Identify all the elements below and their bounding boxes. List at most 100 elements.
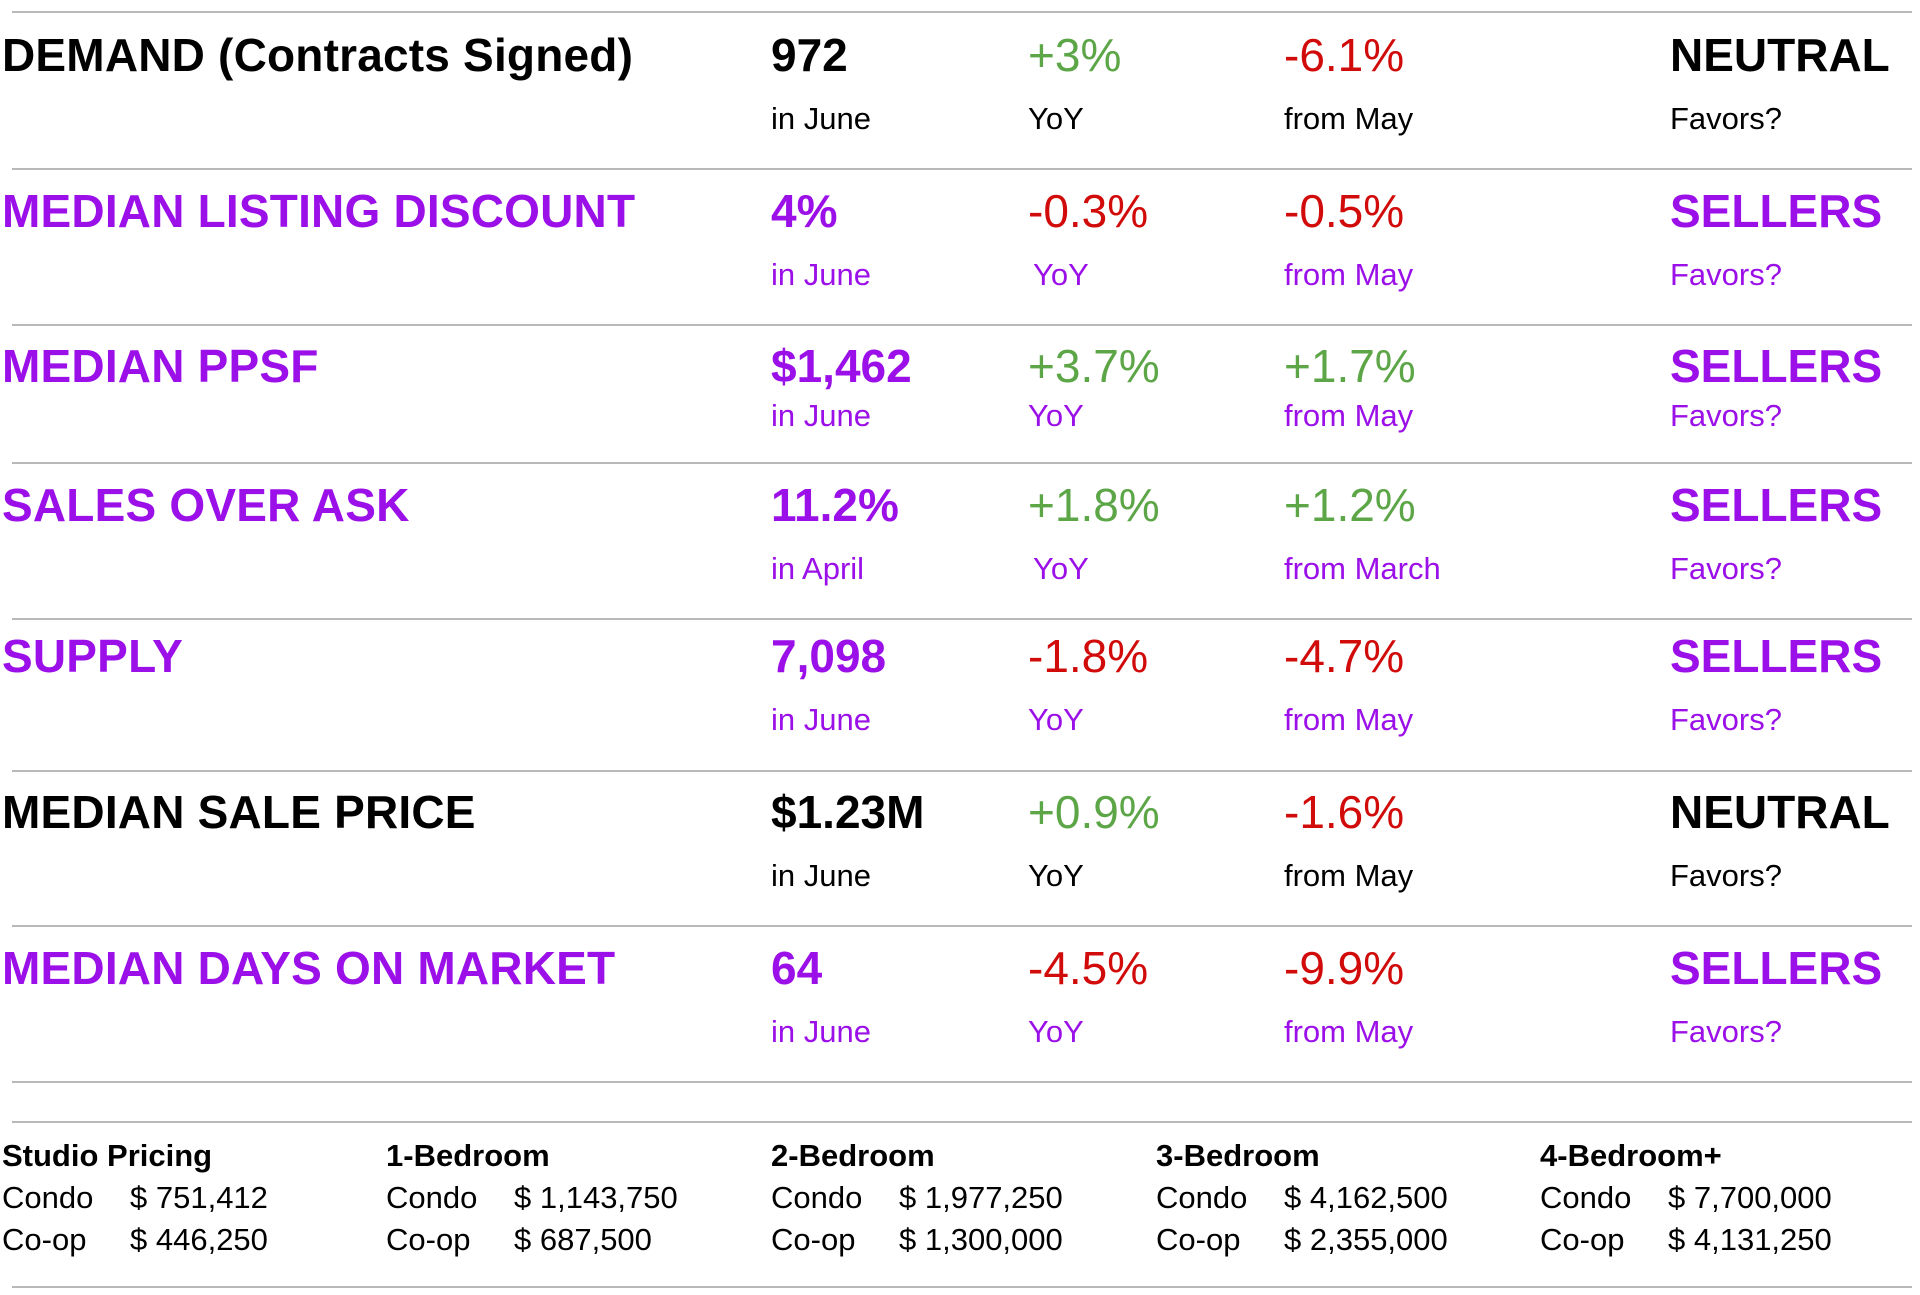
metric-row-listing-discount: MEDIAN LISTING DISCOUNT 4% -0.3% -0.5% S…	[0, 184, 1920, 334]
metric-row-sales-over-ask: SALES OVER ASK 11.2% +1.8% +1.2% SELLERS…	[0, 478, 1920, 628]
metric-yoy-label: YoY	[1028, 398, 1084, 433]
condo-label: Condo	[386, 1180, 478, 1215]
coop-price: $ 687,500	[514, 1222, 652, 1257]
condo-label: Condo	[2, 1180, 94, 1215]
condo-label: Condo	[1540, 1180, 1632, 1215]
metric-mom-change: +1.7%	[1284, 340, 1416, 392]
metric-mom-label: from May	[1284, 257, 1414, 292]
divider	[12, 324, 1912, 326]
metric-favors-label: Favors?	[1670, 551, 1782, 586]
metric-row-ppsf: MEDIAN PPSF $1,462 +3.7% +1.7% SELLERS i…	[0, 339, 1920, 489]
pricing-title: 3-Bedroom	[1156, 1138, 1320, 1173]
condo-price: $ 7,700,000	[1668, 1180, 1832, 1215]
metric-yoy-label: YoY	[1033, 257, 1089, 292]
condo-price: $ 751,412	[130, 1180, 268, 1215]
metric-row-sale-price: MEDIAN SALE PRICE $1.23M +0.9% -1.6% NEU…	[0, 785, 1920, 935]
metric-favors-label: Favors?	[1670, 398, 1782, 433]
metric-yoy-label: YoY	[1033, 551, 1089, 586]
divider	[12, 11, 1912, 13]
metric-favors: SELLERS	[1670, 185, 1883, 237]
pricing-title: 2-Bedroom	[771, 1138, 935, 1173]
metric-label: MEDIAN SALE PRICE	[2, 786, 476, 838]
metric-mom-label: from March	[1284, 551, 1441, 586]
metric-mom-change: -0.5%	[1284, 185, 1405, 237]
coop-price: $ 4,131,250	[1668, 1222, 1832, 1257]
metric-mom-label: from May	[1284, 1014, 1414, 1049]
coop-label: Co-op	[2, 1222, 87, 1257]
metric-favors: SELLERS	[1670, 942, 1883, 994]
divider	[12, 1286, 1912, 1288]
metric-value: 4%	[771, 185, 838, 237]
condo-price: $ 1,143,750	[514, 1180, 678, 1215]
metric-favors: SELLERS	[1670, 340, 1883, 392]
coop-label: Co-op	[771, 1222, 856, 1257]
metric-favors: SELLERS	[1670, 479, 1883, 531]
metric-row-demand: DEMAND (Contracts Signed) 972 +3% -6.1% …	[0, 28, 1920, 178]
metric-mom-label: from May	[1284, 858, 1414, 893]
metric-yoy-label: YoY	[1028, 1014, 1084, 1049]
metric-label: SUPPLY	[2, 630, 184, 682]
metric-period: in June	[771, 398, 871, 433]
metric-yoy-change: +1.8%	[1028, 479, 1160, 531]
metric-period: in June	[771, 702, 871, 737]
metric-favors-label: Favors?	[1670, 858, 1782, 893]
metric-label: MEDIAN PPSF	[2, 340, 319, 392]
metric-mom-label: from May	[1284, 398, 1414, 433]
metric-row-days-on-market: MEDIAN DAYS ON MARKET 64 -4.5% -9.9% SEL…	[0, 941, 1920, 1091]
metric-yoy-change: +3.7%	[1028, 340, 1160, 392]
metric-value: 64	[771, 942, 823, 994]
metric-favors-label: Favors?	[1670, 257, 1782, 292]
condo-label: Condo	[1156, 1180, 1248, 1215]
metric-mom-label: from May	[1284, 101, 1414, 136]
divider	[12, 618, 1912, 620]
condo-price: $ 4,162,500	[1284, 1180, 1448, 1215]
metric-yoy-label: YoY	[1028, 101, 1084, 136]
metric-favors-label: Favors?	[1670, 702, 1782, 737]
divider	[12, 168, 1912, 170]
pricing-title: Studio Pricing	[2, 1138, 213, 1173]
pricing-title: 1-Bedroom	[386, 1138, 550, 1173]
metric-period: in June	[771, 1014, 871, 1049]
metric-favors-label: Favors?	[1670, 101, 1782, 136]
metric-favors: NEUTRAL	[1670, 29, 1890, 81]
coop-price: $ 446,250	[130, 1222, 268, 1257]
metric-favors: SELLERS	[1670, 630, 1883, 682]
metric-mom-label: from May	[1284, 702, 1414, 737]
metric-yoy-change: -4.5%	[1028, 942, 1149, 994]
divider	[12, 1081, 1912, 1083]
metric-yoy-change: -0.3%	[1028, 185, 1149, 237]
metric-yoy-change: +0.9%	[1028, 786, 1160, 838]
divider	[12, 1121, 1912, 1123]
metric-value: 11.2%	[771, 479, 899, 531]
metric-yoy-change: -1.8%	[1028, 630, 1149, 682]
coop-label: Co-op	[1156, 1222, 1241, 1257]
metric-value: $1.23M	[771, 786, 925, 838]
condo-price: $ 1,977,250	[899, 1180, 1063, 1215]
metric-value: 972	[771, 29, 848, 81]
metric-mom-change: -6.1%	[1284, 29, 1405, 81]
pricing-title: 4-Bedroom+	[1540, 1138, 1722, 1173]
metric-period: in April	[771, 551, 865, 586]
metric-value: 7,098	[771, 630, 887, 682]
coop-price: $ 2,355,000	[1284, 1222, 1448, 1257]
metric-favors-label: Favors?	[1670, 1014, 1782, 1049]
metric-favors: NEUTRAL	[1670, 786, 1890, 838]
divider	[12, 770, 1912, 772]
metric-mom-change: -4.7%	[1284, 630, 1405, 682]
coop-price: $ 1,300,000	[899, 1222, 1063, 1257]
metric-value: $1,462	[771, 340, 912, 392]
metric-mom-change: +1.2%	[1284, 479, 1416, 531]
condo-label: Condo	[771, 1180, 863, 1215]
metric-mom-change: -9.9%	[1284, 942, 1405, 994]
metric-period: in June	[771, 257, 871, 292]
metric-row-supply: SUPPLY 7,098 -1.8% -4.7% SELLERS in June…	[0, 629, 1920, 779]
metric-period: in June	[771, 858, 871, 893]
metric-yoy-change: +3%	[1028, 29, 1122, 81]
metric-yoy-label: YoY	[1028, 858, 1084, 893]
coop-label: Co-op	[386, 1222, 471, 1257]
divider	[12, 462, 1912, 464]
metric-label: MEDIAN LISTING DISCOUNT	[2, 185, 636, 237]
coop-label: Co-op	[1540, 1222, 1625, 1257]
metric-mom-change: -1.6%	[1284, 786, 1405, 838]
metric-label: SALES OVER ASK	[2, 479, 410, 531]
